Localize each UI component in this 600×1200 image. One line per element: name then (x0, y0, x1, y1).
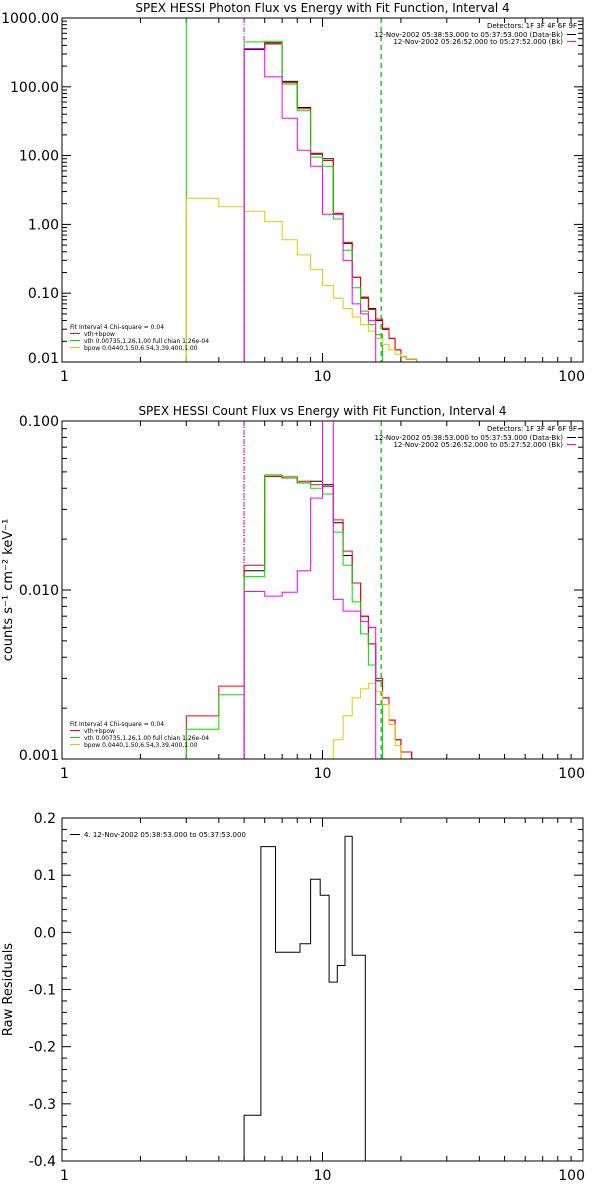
fit-info-label: Fit Interval 4 Chi-square = 0.04 (70, 324, 164, 331)
y-tick-label: 100.00 (10, 80, 59, 96)
y-tick-label: 0.001 (19, 748, 59, 764)
x-tick-label: 10 (314, 766, 332, 782)
y-axis-label: Raw Residuals (1, 943, 16, 1036)
fit-legend-label: vth 0.00735,1.26,1.00 full chian 1.26e-0… (84, 338, 209, 345)
chart-panel-3: Raw Residuals 1 10 100 0.2 0.1 0.0 -0.1 -0.2 -0.3… (1, 811, 585, 1184)
series-bk-line (243, 48, 377, 362)
series-bpow-line (185, 197, 427, 362)
series-bpow-line (322, 682, 431, 759)
x-tick-label: 100 (558, 766, 585, 782)
plot-frame (61, 17, 584, 363)
chart-title: SPEX HESSI Photon Flux vs Energy with Fi… (135, 1, 509, 15)
series-data-line (243, 43, 427, 362)
legend-header: Detectors: 1F 3F 4F 6F 9F (487, 425, 577, 433)
plot-area (185, 18, 427, 362)
x-tick-label: 100 (558, 1168, 585, 1184)
legend-entry-label: 12-Nov-2002 05:26:52.000 to 05:27:52.000… (393, 441, 563, 449)
fit-legend-label: bpow 0.0440,1.50,6.54,3.39,400,1.00 (84, 345, 198, 352)
series-vth-bpow-line (185, 475, 422, 759)
y-tick-label: 1000.00 (1, 11, 59, 27)
y-tick-label: 0.10 (28, 286, 59, 302)
x-tick-label: 1 (60, 369, 69, 385)
y-tick-label: 0.01 (28, 351, 59, 367)
y-tick-label: 0.1 (34, 868, 56, 884)
x-tick-label: 10 (314, 369, 332, 385)
y-tick-label: 10.00 (19, 149, 59, 165)
y-tick-label: -0.3 (29, 1097, 56, 1113)
x-tick-label: 10 (314, 1168, 332, 1184)
legend-entry-label: 4. 12-Nov-2002 05:38:53.000 to 05:37:53.… (84, 831, 246, 839)
x-tick-label: 100 (558, 369, 585, 385)
series-vth-line (243, 40, 383, 362)
legend-entry-label: 12-Nov-2002 05:38:53.000 to 05:37:53.000… (374, 434, 563, 442)
y-tick-label: -0.4 (29, 1154, 56, 1170)
chart-panel-1: SPEX HESSI Photon Flux vs Energy with Fi… (1, 1, 585, 385)
plot-frame (61, 420, 584, 760)
series-bk-line (243, 421, 377, 759)
legend-entry-label: 12-Nov-2002 05:38:53.000 to 05:37:53.000… (374, 31, 563, 39)
plot-area (185, 421, 431, 759)
chart-panel-2: SPEX HESSI Count Flux vs Energy with Fit… (1, 404, 585, 782)
fit-legend-label: vth+bpow (84, 331, 115, 338)
series-vth-bpow-line (243, 42, 427, 362)
x-tick-label: 1 (60, 766, 69, 782)
legend-entry-label: 12-Nov-2002 05:26:52.000 to 05:27:52.000… (393, 38, 563, 46)
series-residuals-line (243, 835, 382, 1161)
plot-area (243, 835, 382, 1161)
x-tick-label: 1 (60, 1168, 69, 1184)
y-tick-label: 1.00 (28, 217, 59, 233)
fit-legend-label: bpow 0.0440,1.50,6.54,3.39,400,1.00 (84, 742, 198, 749)
plot-frame (61, 817, 584, 1162)
legend-header: Detectors: 1F 3F 4F 6F 9F (487, 22, 577, 30)
y-tick-label: 0.2 (34, 811, 56, 827)
fit-info-label: Fit Interval 4 Chi-square = 0.04 (70, 721, 164, 728)
y-tick-label: -0.1 (29, 983, 56, 999)
y-tick-label: -0.2 (29, 1040, 56, 1056)
y-tick-label: 0.100 (19, 414, 59, 430)
fit-legend-label: vth 0.00735,1.26,1.00 full chian 1.26e-0… (84, 735, 209, 742)
chart-title: SPEX HESSI Count Flux vs Energy with Fit… (138, 404, 506, 418)
y-tick-label: 0.0 (34, 925, 56, 941)
y-axis-label: counts s⁻¹ cm⁻² keV⁻¹ (1, 519, 16, 662)
y-tick-label: 0.010 (19, 583, 59, 599)
fit-legend-label: vth+bpow (84, 728, 115, 735)
